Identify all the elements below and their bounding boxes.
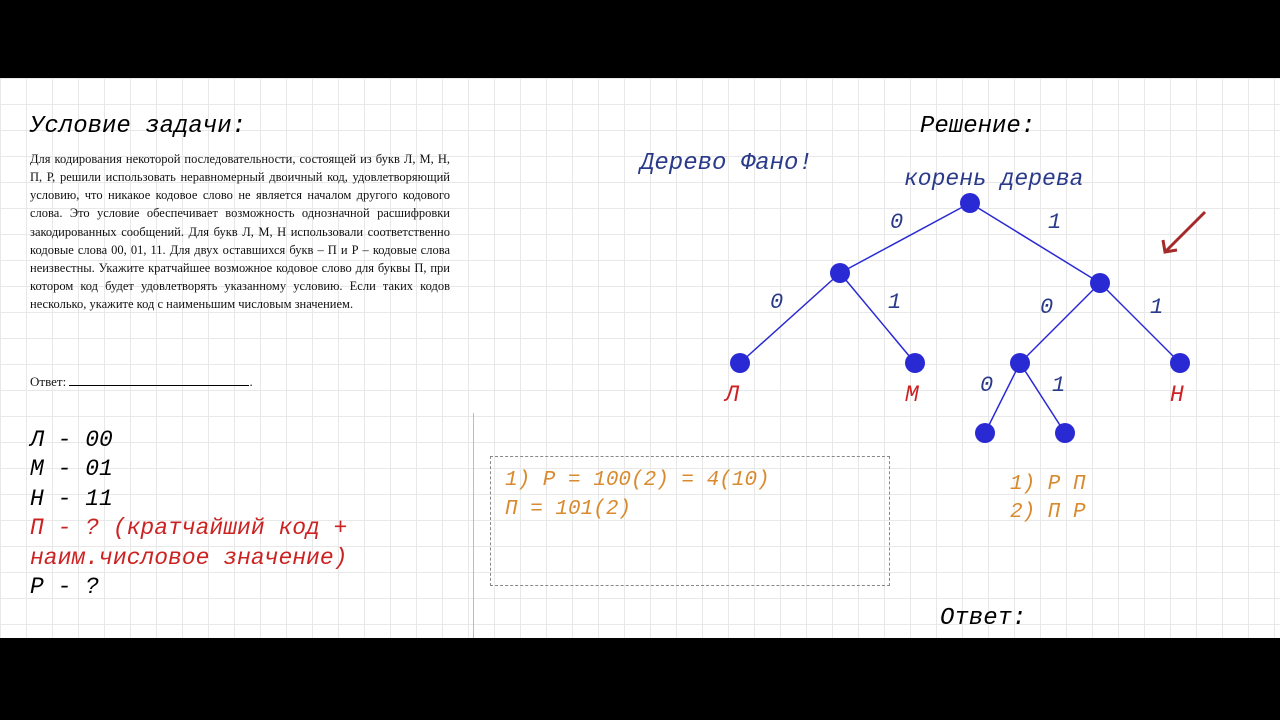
code-row: П - ? (кратчайший код + — [30, 514, 347, 543]
problem-body: Для кодирования некоторой последовательн… — [30, 152, 450, 311]
separator-line — [473, 413, 474, 638]
known-codes-list: Л - 00 М - 01 Н - 11 П - ? (кратчайший к… — [30, 426, 347, 603]
calc-line: 1) Р = 100(2) = 4(10) — [505, 466, 770, 495]
code-row: Н - 11 — [30, 485, 347, 514]
arrow-annotation — [1155, 204, 1215, 264]
svg-text:Л: Л — [723, 382, 740, 408]
variant-list: 1) Р П 2) П Р — [1010, 471, 1086, 528]
svg-text:1: 1 — [1048, 210, 1061, 235]
svg-text:0: 0 — [1040, 295, 1053, 320]
calc-line: П = 101(2) — [505, 495, 770, 524]
worksheet-canvas: Условие задачи: Решение: Для кодирования… — [0, 78, 1280, 638]
code-row: М - 01 — [30, 455, 347, 484]
svg-text:0: 0 — [770, 290, 783, 315]
svg-text:М: М — [905, 382, 920, 408]
svg-text:1: 1 — [1150, 295, 1163, 320]
code-row: наим.числовое значение) — [30, 544, 347, 573]
answer-label-bottom: Ответ: — [940, 605, 1026, 632]
heading-problem: Условие задачи: — [30, 113, 246, 140]
answer-prefix: Ответ: — [30, 374, 69, 389]
svg-text:1: 1 — [888, 290, 901, 315]
calculation-text: 1) Р = 100(2) = 4(10) П = 101(2) — [505, 466, 770, 525]
variant-line: 2) П Р — [1010, 499, 1086, 527]
answer-underline — [69, 385, 249, 386]
svg-text:0: 0 — [890, 210, 903, 235]
problem-text: Для кодирования некоторой последовательн… — [30, 150, 450, 313]
answer-field-line: Ответ: . — [30, 374, 253, 390]
svg-text:1: 1 — [1052, 373, 1065, 398]
variant-line: 1) Р П — [1010, 471, 1086, 499]
heading-solution: Решение: — [920, 113, 1035, 140]
svg-text:Н: Н — [1170, 382, 1184, 408]
code-row: Л - 00 — [30, 426, 347, 455]
svg-text:0: 0 — [980, 373, 993, 398]
code-row: Р - ? — [30, 573, 347, 602]
